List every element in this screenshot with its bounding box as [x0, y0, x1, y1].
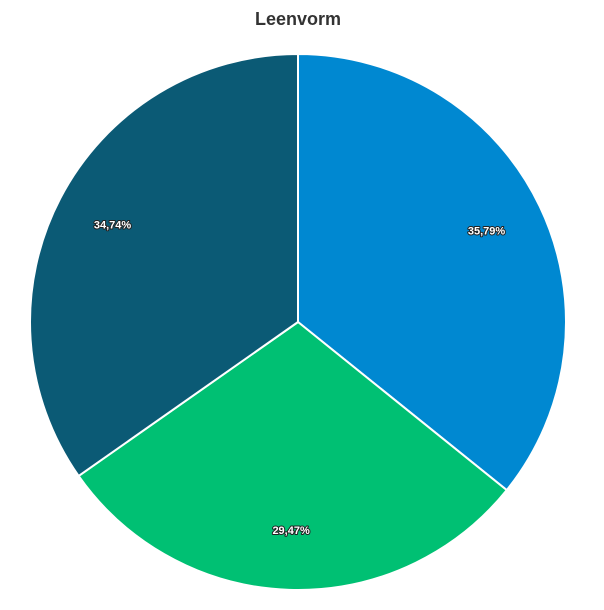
data-label: 35,79%: [468, 226, 506, 238]
data-label: 34,74%: [94, 219, 132, 231]
chart-title: Leenvorm: [255, 9, 341, 29]
pie-slice: [297, 52, 567, 492]
data-label: 29,47%: [272, 525, 310, 537]
pie-slice: [77, 320, 509, 591]
pie-slice: [29, 52, 299, 478]
